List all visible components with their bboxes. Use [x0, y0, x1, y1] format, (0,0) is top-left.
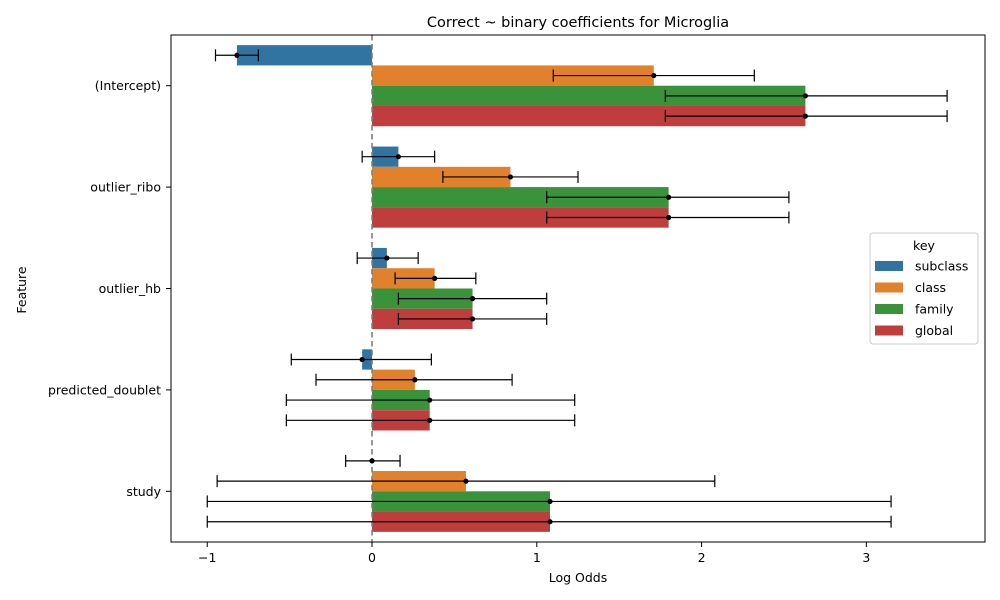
point-estimate [666, 214, 672, 221]
y-tick-label: (Intercept) [95, 78, 161, 93]
bar [372, 187, 669, 208]
legend-swatch [875, 282, 903, 293]
point-estimate [547, 498, 553, 505]
point-estimate [463, 478, 469, 484]
legend-label: global [915, 323, 953, 338]
point-estimate [412, 377, 418, 383]
point-estimate [469, 316, 476, 322]
point-estimate [432, 275, 438, 281]
legend-label: family [915, 302, 954, 317]
point-estimate [802, 113, 808, 119]
legend-label: subclass [915, 259, 968, 274]
x-tick-label: 1 [533, 550, 541, 565]
legend-title: key [913, 238, 935, 253]
bar [372, 85, 806, 106]
x-axis-label: Log Odds [549, 570, 608, 585]
point-estimate [234, 52, 240, 58]
point-estimate [427, 417, 433, 423]
y-tick-label: outlier_hb [99, 281, 161, 296]
legend-swatch [875, 304, 903, 314]
point-estimate [427, 397, 433, 403]
point-estimate [469, 296, 476, 302]
legend: key subclass class family global [869, 232, 979, 345]
point-estimate [359, 356, 365, 363]
x-tick-label: 2 [698, 550, 706, 565]
bar [372, 166, 511, 188]
y-tick-label: study [126, 484, 161, 499]
point-estimate [651, 72, 657, 79]
point-estimate [507, 174, 514, 180]
point-estimate [547, 519, 553, 525]
legend-swatch [875, 325, 903, 336]
y-tick-label: predicted_doublet [48, 382, 161, 397]
point-estimate [395, 154, 401, 160]
chart-title: Correct ~ binary coefficients for Microg… [427, 15, 729, 31]
y-tick-label: outlier_ribo [90, 180, 161, 195]
legend-label: class [915, 280, 946, 295]
bar [372, 105, 806, 127]
bar [372, 207, 669, 228]
bar [372, 65, 654, 86]
y-axis-label: Feature [14, 266, 29, 314]
x-tick-label: −1 [198, 550, 216, 565]
x-tick-label: 0 [368, 550, 376, 565]
plot-area: −1 0 1 2 3 (Intercept) outlier_ribo outlier_hbp… [48, 34, 986, 565]
point-estimate [384, 255, 390, 261]
bar [236, 45, 373, 66]
point-estimate [369, 458, 375, 464]
point-estimate [666, 194, 672, 200]
point-estimate [802, 93, 808, 99]
x-tick-label: 3 [862, 550, 870, 565]
legend-box [869, 232, 979, 345]
legend-swatch [875, 261, 903, 271]
